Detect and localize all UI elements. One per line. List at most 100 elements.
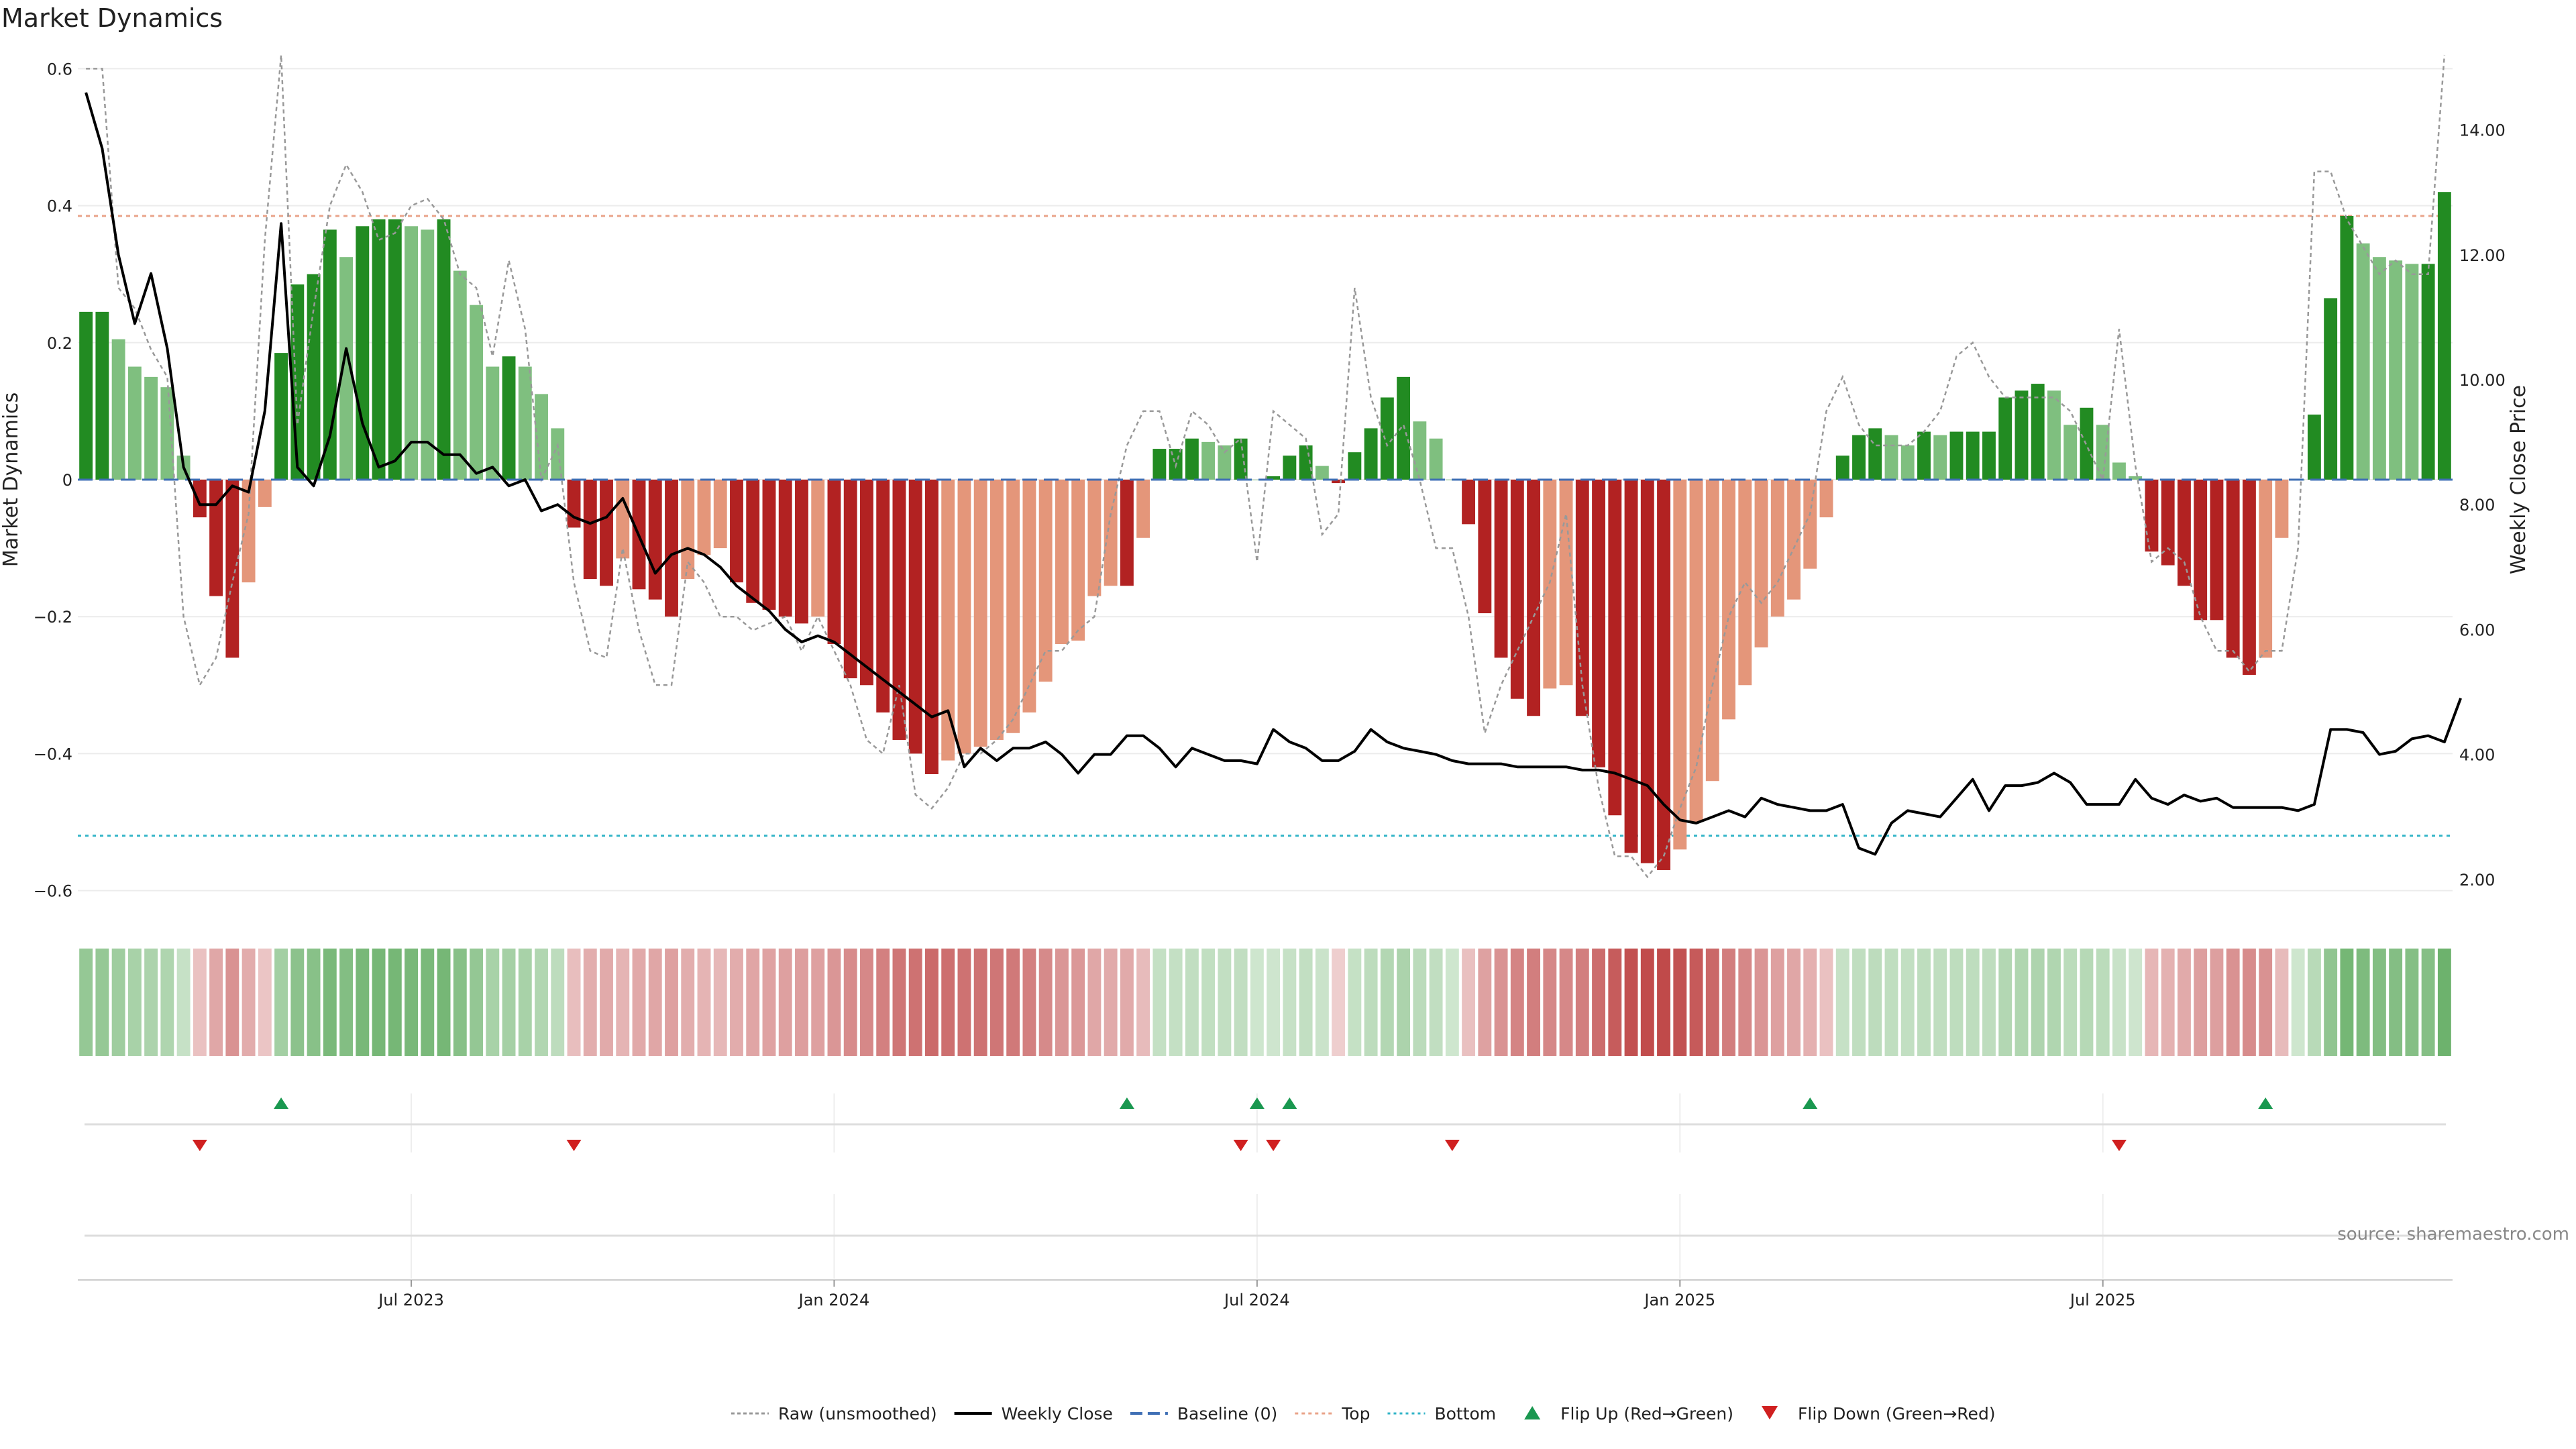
heat-cell	[2096, 949, 2110, 1056]
momentum-bar	[144, 376, 158, 480]
momentum-bar	[1852, 435, 1866, 480]
heat-cell	[957, 949, 971, 1056]
heat-cell	[176, 949, 191, 1056]
momentum-bar	[323, 229, 337, 480]
heat-cell	[2275, 949, 2289, 1056]
momentum-bar	[1527, 480, 1541, 716]
heat-cell	[1673, 949, 1687, 1056]
heat-cell	[1169, 949, 1183, 1056]
weekly-close-line	[85, 92, 2462, 856]
momentum-bar	[209, 480, 223, 596]
heat-cell	[860, 949, 873, 1056]
y2-tick-label: 12.00	[2459, 246, 2506, 265]
heat-cell	[1071, 949, 1085, 1056]
momentum-bar	[437, 219, 451, 480]
momentum-bar	[665, 480, 678, 617]
heat-cell	[1900, 949, 1915, 1056]
heat-cell	[1152, 949, 1167, 1056]
momentum-bar	[2226, 480, 2240, 658]
y-tick-label: 0.2	[47, 334, 72, 353]
heat-cell	[518, 949, 532, 1056]
heat-cell	[1055, 949, 1069, 1056]
momentum-bar	[79, 311, 93, 480]
flip-up-marker	[1282, 1097, 1297, 1109]
heat-cell	[209, 949, 223, 1056]
heat-cell	[1949, 949, 1964, 1056]
momentum-bar	[2242, 480, 2256, 675]
heat-cell	[535, 949, 548, 1056]
momentum-bar	[827, 480, 841, 645]
momentum-bar	[2145, 480, 2159, 552]
x-axis-ticks: Jul 2023 Jan 2024 Jul 2024 Jan 2025 Jul 2025	[78, 1279, 2453, 1309]
heat-cell	[144, 949, 158, 1056]
momentum-bar	[258, 480, 272, 507]
momentum-bar	[697, 480, 711, 555]
heat-cell	[405, 949, 418, 1056]
heat-cell	[1998, 949, 2012, 1056]
x-tick-label: Jan 2024	[798, 1291, 870, 1309]
heat-cell	[1933, 949, 1947, 1056]
heat-cell	[502, 949, 516, 1056]
y-axis-ticks: 0.6 0.4 0.2 0 −0.2 −0.4 −0.6	[34, 60, 72, 900]
heat-cell	[827, 949, 841, 1056]
heat-cell	[1917, 949, 1931, 1056]
momentum-bar	[1933, 435, 1947, 480]
heat-cell	[1624, 949, 1638, 1056]
heat-cell	[1510, 949, 1524, 1056]
momentum-bar	[746, 480, 760, 603]
flip-down-marker	[1233, 1140, 1248, 1151]
heat-cell	[2307, 949, 2321, 1056]
heat-cell	[2389, 949, 2403, 1056]
raw-line	[86, 54, 2446, 879]
legend-entry-bottom: Bottom	[1387, 1404, 1496, 1424]
source-note: source: sharemaestro.com	[2337, 1224, 2569, 1244]
heat-cell	[1380, 949, 1394, 1056]
momentum-bar	[1429, 438, 1443, 480]
legend: Raw (unsmoothed) Weekly Close Baseline (0)…	[731, 1404, 1996, 1424]
momentum-bar	[1071, 480, 1085, 641]
legend-label: Flip Down (Green→Red)	[1798, 1404, 1996, 1424]
heat-cell	[2129, 949, 2143, 1056]
momentum-bar	[1770, 480, 1784, 617]
momentum-bar	[713, 480, 727, 549]
momentum-bar	[973, 480, 987, 747]
heat-cell	[1250, 949, 1264, 1056]
heat-cell	[1527, 949, 1541, 1056]
momentum-bar	[908, 480, 922, 754]
momentum-bar	[583, 480, 597, 580]
momentum-bar	[2015, 390, 2029, 480]
heat-cell	[2031, 949, 2045, 1056]
momentum-bar	[1104, 480, 1118, 586]
heat-cell	[1397, 949, 1411, 1056]
heat-cell	[746, 949, 760, 1056]
momentum-bar	[2194, 480, 2208, 621]
heat-cell	[892, 949, 906, 1056]
momentum-bar	[681, 480, 695, 580]
momentum-bar	[1559, 480, 1573, 686]
reference-lines	[78, 215, 2453, 837]
heat-cell	[1770, 949, 1784, 1056]
legend-swatch	[1524, 1406, 1541, 1419]
y-tick-label: −0.2	[34, 608, 72, 627]
heat-cell	[973, 949, 987, 1056]
momentum-bar	[860, 480, 873, 686]
flip-down-marker	[566, 1140, 582, 1151]
heat-cell	[2226, 949, 2240, 1056]
momentum-bar	[2372, 257, 2386, 480]
legend-label: Weekly Close	[1002, 1404, 1113, 1424]
heat-cell	[1592, 949, 1605, 1056]
momentum-bar	[502, 356, 516, 480]
heat-cell	[1006, 949, 1020, 1056]
heat-cell	[1478, 949, 1492, 1056]
y2-axis-label: Weekly Close Price	[2507, 385, 2530, 574]
momentum-bars	[79, 192, 2451, 870]
momentum-bar	[1185, 438, 1199, 480]
heat-cell	[876, 949, 890, 1056]
legend-label: Bottom	[1434, 1404, 1496, 1424]
heat-cell	[2372, 949, 2386, 1056]
legend-entry-close: Weekly Close	[954, 1404, 1113, 1424]
momentum-bar	[1218, 445, 1232, 480]
heat-cell	[1608, 949, 1622, 1056]
y2-tick-label: 8.00	[2459, 496, 2495, 515]
